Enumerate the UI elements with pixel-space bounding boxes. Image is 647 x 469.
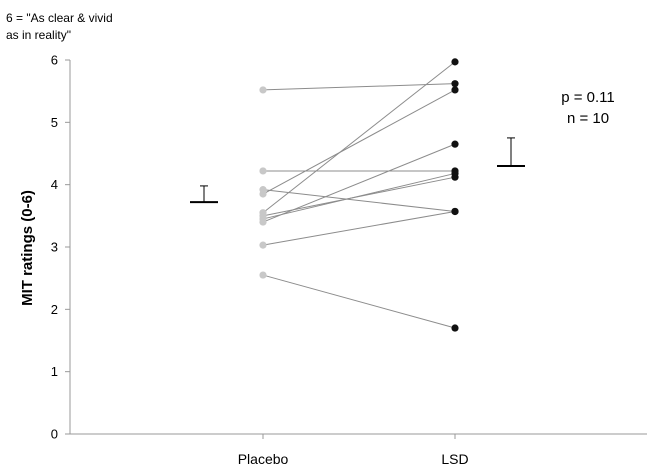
n-label: n = 10 — [567, 110, 609, 127]
p-value-label: p = 0.11 — [561, 89, 615, 106]
placebo-point — [259, 86, 267, 94]
y-tick-label: 4 — [51, 177, 58, 192]
lsd-point — [451, 58, 459, 66]
lsd-point — [451, 207, 459, 216]
data-points — [259, 58, 459, 332]
mean-markers — [190, 137, 525, 204]
lsd-point — [451, 169, 459, 178]
connector-line — [262, 210, 456, 246]
y-tick-label: 5 — [51, 115, 58, 130]
y-tick-label: 3 — [51, 240, 58, 255]
connector-line — [262, 189, 456, 212]
connector-line — [262, 83, 456, 91]
y-axis-title: MIT ratings (0-6) — [19, 190, 36, 306]
placebo-point — [259, 218, 267, 226]
y-tick-label: 0 — [51, 427, 58, 442]
connector-line — [262, 89, 456, 195]
y-annotation-line-2: as in reality" — [6, 28, 71, 42]
y-tick-label: 2 — [51, 302, 58, 317]
connector-line — [262, 172, 456, 220]
paired-lines — [262, 61, 456, 329]
lsd-point — [451, 86, 459, 94]
lsd-point — [451, 80, 459, 88]
placebo-point — [259, 190, 267, 198]
connector-line — [262, 143, 456, 223]
x-category-label: LSD — [441, 451, 468, 467]
placebo-point — [259, 241, 267, 249]
y-tick-label: 6 — [51, 53, 58, 68]
connector-line — [262, 274, 456, 329]
lsd-point — [451, 324, 459, 332]
y-annotation-line-1: 6 = "As clear & vivid — [6, 11, 113, 25]
placebo-point — [259, 271, 267, 279]
placebo-point — [259, 167, 267, 175]
lsd-point — [451, 140, 459, 148]
connector-line — [262, 61, 456, 214]
axes: 0 1 2 3 4 5 6 Placebo LSD — [51, 53, 647, 467]
x-category-label: Placebo — [238, 451, 289, 467]
y-tick-label: 1 — [51, 364, 58, 379]
